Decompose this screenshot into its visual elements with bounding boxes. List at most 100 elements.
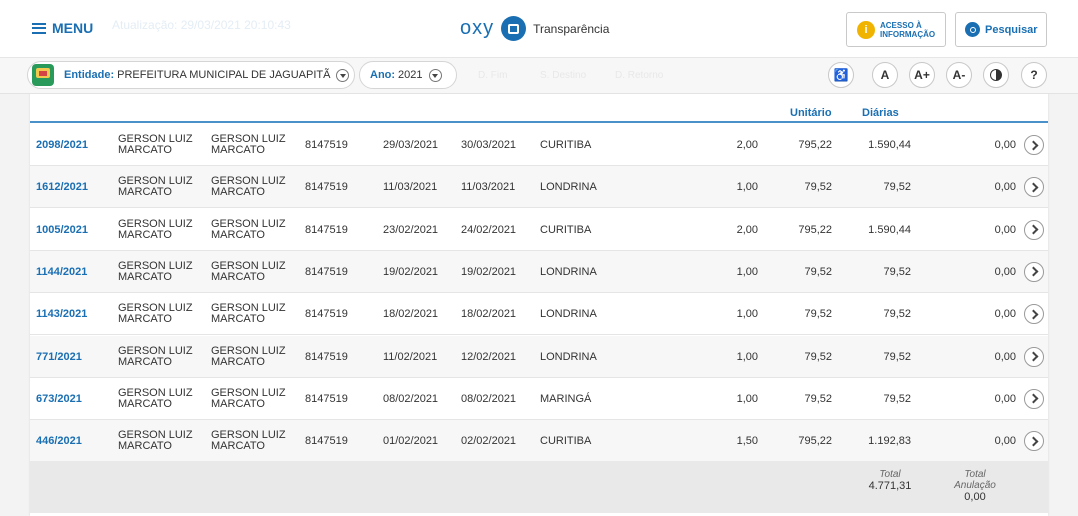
wheelchair-icon[interactable]: ♿ <box>828 62 854 88</box>
cell-matricula: 8147519 <box>305 308 348 321</box>
cell-favorecido-line: GERSON LUIZ <box>211 259 286 272</box>
cell-destino: LONDRINA <box>540 350 597 363</box>
cell-servidor: GERSON LUIZ MARCATO <box>118 420 208 462</box>
cell-retorno: 24/02/2021 <box>461 223 517 236</box>
cell-id[interactable]: 2098/2021 <box>36 139 88 151</box>
cell-id[interactable]: 1144/2021 <box>36 265 88 278</box>
totals-row: Total 4.771,31 Total Anulação 0,00 <box>30 461 1048 513</box>
cell-anulacao: 0,00 <box>994 308 1016 321</box>
chevron-right-icon[interactable] <box>1024 304 1044 325</box>
cell-servidor-line: MARCATO <box>118 355 172 368</box>
chevron-right-icon[interactable] <box>1024 431 1044 452</box>
cell-favorecido: GERSON LUIZ MARCATO <box>211 336 301 378</box>
table-row: 1612/2021 GERSON LUIZ MARCATO GERSON LUIZ MA… <box>30 166 1048 209</box>
cell-diarias: 79,52 <box>883 350 911 363</box>
cell-saida: 23/02/2021 <box>383 223 439 236</box>
cell-favorecido-line: MARCATO <box>211 440 265 453</box>
faded-header-2: S. Destino <box>540 70 587 81</box>
ano-select[interactable]: Ano: 2021 <box>359 61 457 89</box>
cell-id[interactable]: 1143/2021 <box>36 308 88 321</box>
cell-retorno: 02/02/2021 <box>461 435 517 448</box>
cell-favorecido: GERSON LUIZ MARCATO <box>211 420 301 462</box>
cell-anulacao: 0,00 <box>994 265 1016 278</box>
cell-favorecido-line: MARCATO <box>211 270 265 283</box>
top-bar: MENU Atualização: 29/03/2021 20:10:43 ox… <box>0 0 1078 58</box>
table-row: 2098/2021 GERSON LUIZ MARCATO GERSON LUIZ MA… <box>30 124 1048 166</box>
cell-matricula: 8147519 <box>305 223 348 236</box>
cell-servidor: GERSON LUIZ MARCATO <box>118 378 208 420</box>
cell-retorno: 30/03/2021 <box>461 139 517 151</box>
total-label: Total <box>879 469 901 480</box>
cell-favorecido-line: GERSON LUIZ <box>211 344 286 357</box>
cell-destino: CURITIBA <box>540 435 592 448</box>
cell-unitario: 79,52 <box>804 181 832 194</box>
table-row: 1144/2021 GERSON LUIZ MARCATO GERSON LUIZ MA… <box>30 250 1048 293</box>
cell-retorno: 12/02/2021 <box>461 350 517 363</box>
font-decrease-button[interactable]: A- <box>946 62 972 88</box>
cell-destino: MARINGÁ <box>540 392 592 405</box>
cell-anulacao: 0,00 <box>994 139 1016 151</box>
acesso-label-1: ACESSO À <box>880 20 922 30</box>
cell-diarias: 79,52 <box>883 181 911 194</box>
search-button[interactable]: Pesquisar <box>955 12 1047 47</box>
ano-label: Ano: <box>370 69 396 81</box>
chevron-right-icon[interactable] <box>1024 219 1044 240</box>
font-increase-button[interactable]: A+ <box>909 62 935 88</box>
cell-qtd: 2,00 <box>736 139 758 151</box>
acesso-informacao-button[interactable]: i ACESSO À INFORMAÇÃO <box>846 12 946 47</box>
chevron-right-icon[interactable] <box>1024 135 1044 155</box>
contrast-button[interactable] <box>983 62 1009 88</box>
header-unitario: Unitário <box>790 107 832 119</box>
cell-retorno: 08/02/2021 <box>461 392 517 405</box>
chevron-right-icon[interactable] <box>1024 346 1044 367</box>
cell-id[interactable]: 673/2021 <box>36 392 82 405</box>
total-anulacao-value: 0,00 <box>964 491 986 503</box>
cell-diarias: 79,52 <box>883 308 911 321</box>
cell-favorecido: GERSON LUIZ MARCATO <box>211 378 301 420</box>
cell-servidor-line: GERSON LUIZ <box>118 259 193 272</box>
cell-matricula: 8147519 <box>305 181 348 194</box>
acesso-label-2: INFORMAÇÃO <box>880 29 936 39</box>
cell-servidor: GERSON LUIZ MARCATO <box>118 124 208 166</box>
total-anulacao-label-2: Anulação <box>954 480 996 491</box>
table-row: 1005/2021 GERSON LUIZ MARCATO GERSON LUIZ MA… <box>30 209 1048 251</box>
chevron-right-icon[interactable] <box>1024 177 1044 198</box>
cell-servidor: GERSON LUIZ MARCATO <box>118 209 208 251</box>
cell-id[interactable]: 771/2021 <box>36 350 82 363</box>
help-button[interactable]: ? <box>1021 62 1047 88</box>
entidade-select[interactable]: Entidade: PREFEITURA MUNICIPAL DE JAGUAP… <box>27 61 355 89</box>
total-anulacao-label-1: Total <box>964 469 986 480</box>
table-row: 771/2021 GERSON LUIZ MARCATO GERSON LUIZ MAR… <box>30 335 1048 378</box>
cell-qtd: 2,00 <box>736 223 758 236</box>
cell-diarias: 1.590,44 <box>868 139 911 151</box>
cell-anulacao: 0,00 <box>994 350 1016 363</box>
cell-id[interactable]: 1612/2021 <box>36 181 88 194</box>
cell-matricula: 8147519 <box>305 392 348 405</box>
cell-favorecido-line: GERSON LUIZ <box>211 217 286 230</box>
menu-label: MENU <box>52 20 94 36</box>
cell-diarias: 1.590,44 <box>868 223 911 236</box>
table-row: 673/2021 GERSON LUIZ MARCATO GERSON LUIZ MAR… <box>30 378 1048 420</box>
chevron-right-icon[interactable] <box>1024 388 1044 409</box>
cell-favorecido: GERSON LUIZ MARCATO <box>211 209 301 251</box>
cell-diarias: 79,52 <box>883 392 911 405</box>
cell-destino: CURITIBA <box>540 223 592 236</box>
cell-servidor-line: MARCATO <box>118 397 172 410</box>
cell-anulacao: 0,00 <box>994 223 1016 236</box>
cell-unitario: 795,22 <box>798 139 832 151</box>
cell-id[interactable]: 1005/2021 <box>36 223 88 236</box>
font-normal-button[interactable]: A <box>872 62 898 88</box>
entidade-label: Entidade: <box>64 69 115 81</box>
table-row: 1143/2021 GERSON LUIZ MARCATO GERSON LUIZ MA… <box>30 293 1048 336</box>
cell-id[interactable]: 446/2021 <box>36 435 82 448</box>
cell-retorno: 11/03/2021 <box>461 181 516 194</box>
cell-saida: 29/03/2021 <box>383 139 439 151</box>
chevron-down-icon <box>336 68 350 82</box>
chevron-right-icon[interactable] <box>1024 261 1044 282</box>
cell-servidor: GERSON LUIZ MARCATO <box>118 293 208 335</box>
cell-servidor: GERSON LUIZ MARCATO <box>118 251 208 293</box>
menu-button[interactable]: MENU <box>32 20 93 36</box>
cell-destino: LONDRINA <box>540 265 597 278</box>
cell-anulacao: 0,00 <box>994 181 1016 194</box>
cell-favorecido-line: MARCATO <box>211 186 265 199</box>
